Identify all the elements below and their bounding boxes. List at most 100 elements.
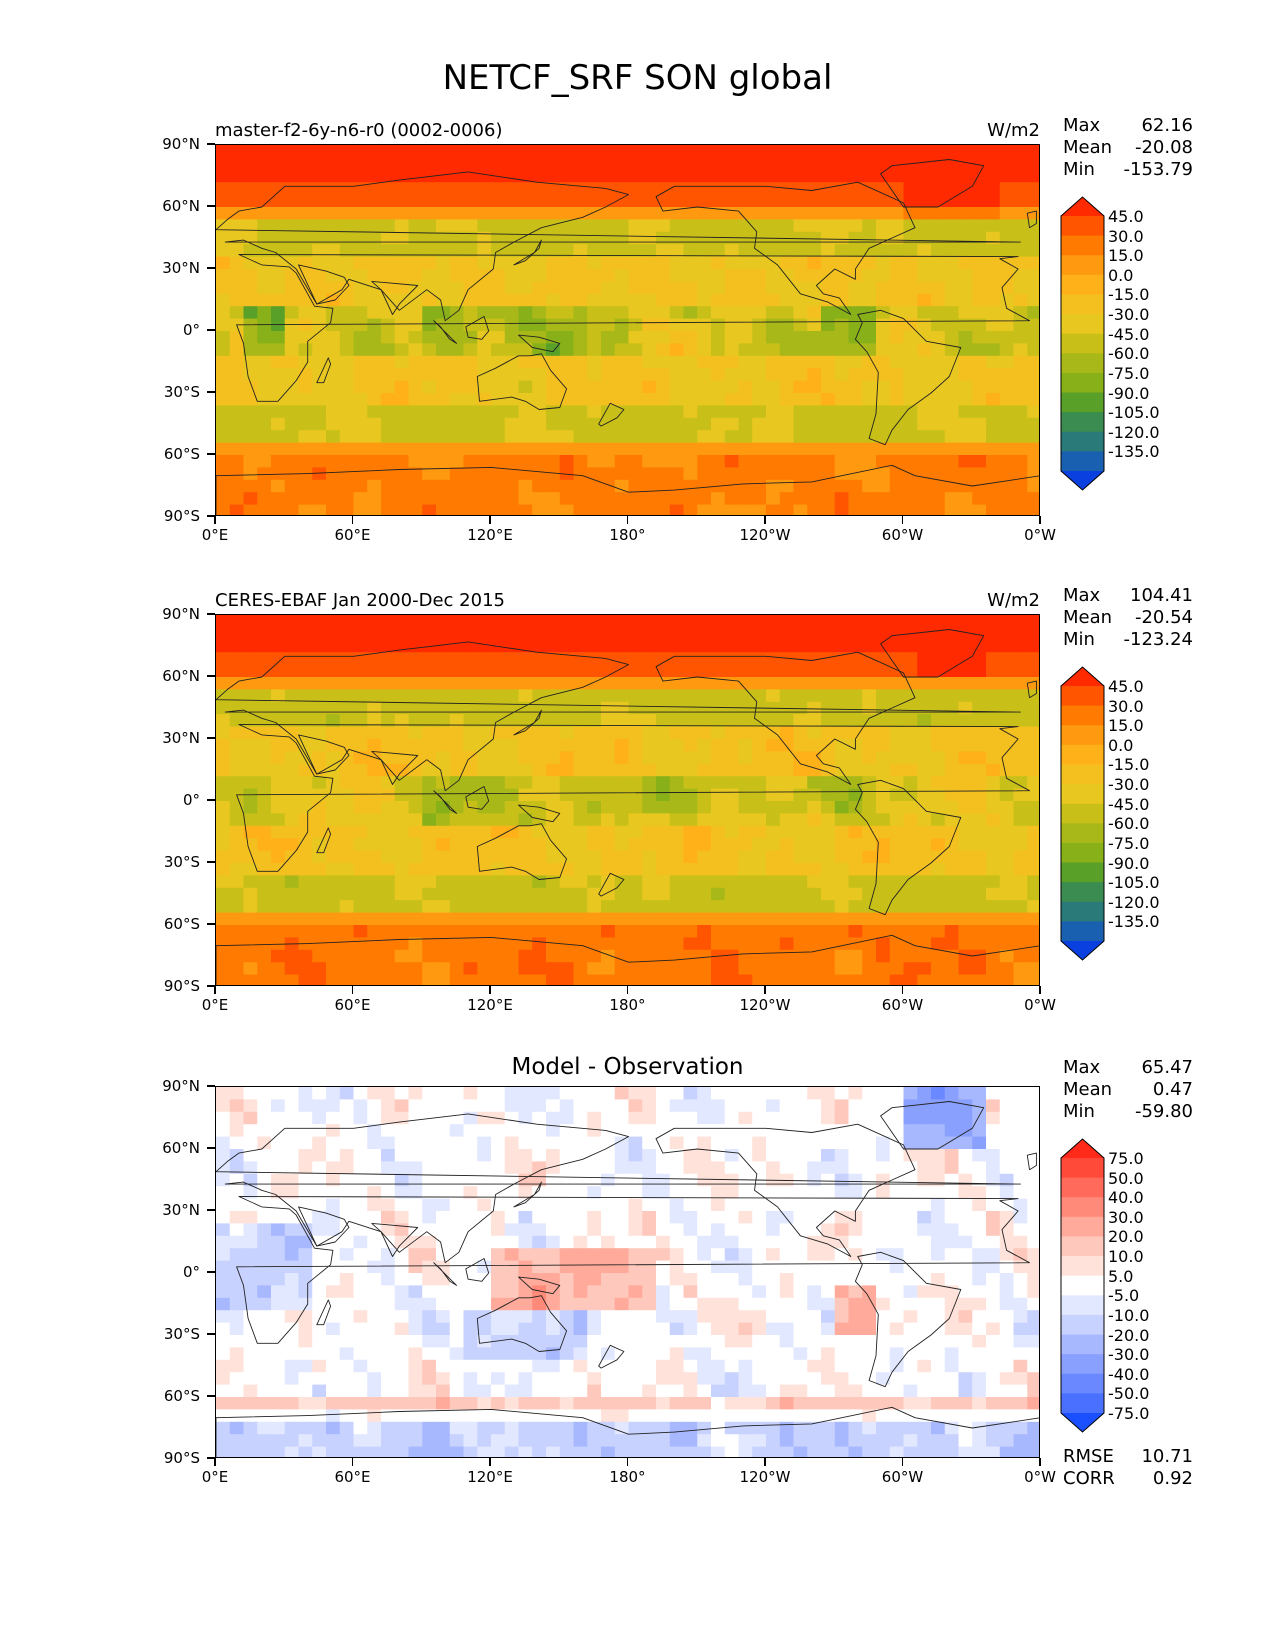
field-cell bbox=[821, 368, 836, 382]
field-cell bbox=[504, 615, 520, 628]
field-cell bbox=[738, 281, 753, 295]
field-cell bbox=[436, 850, 451, 864]
field-cell bbox=[284, 664, 300, 678]
field-cell bbox=[436, 900, 451, 914]
field-cell bbox=[724, 1248, 740, 1262]
field-cell bbox=[628, 355, 643, 369]
field-cell bbox=[367, 455, 382, 468]
field-cell bbox=[848, 627, 863, 641]
field-cell bbox=[876, 949, 891, 963]
field-cell bbox=[436, 492, 451, 506]
field-cell bbox=[628, 801, 643, 814]
field-cell bbox=[903, 442, 918, 456]
field-cell bbox=[944, 231, 960, 245]
lon-tick bbox=[1039, 516, 1041, 524]
field-cell bbox=[284, 887, 300, 901]
colorbar-swatch bbox=[1061, 764, 1104, 785]
field-cell bbox=[807, 318, 822, 332]
field-cell bbox=[683, 219, 698, 233]
field-cell bbox=[834, 1136, 850, 1150]
field-cell bbox=[656, 949, 671, 963]
field-cell bbox=[422, 751, 437, 765]
field-cell bbox=[862, 1173, 877, 1187]
field-cell bbox=[986, 627, 1001, 641]
field-cell bbox=[889, 664, 905, 678]
field-cell bbox=[862, 925, 877, 938]
field-cell bbox=[697, 269, 712, 282]
field-cell bbox=[504, 1235, 520, 1249]
field-cell bbox=[999, 639, 1015, 653]
field-cell bbox=[587, 219, 602, 233]
field-cell bbox=[958, 875, 973, 889]
colorbar-label: -135.0 bbox=[1108, 442, 1160, 462]
field-cell bbox=[436, 182, 451, 196]
field-cell bbox=[298, 813, 313, 827]
field-cell bbox=[394, 850, 410, 864]
field-cell bbox=[999, 1211, 1015, 1224]
field-cell bbox=[491, 430, 506, 444]
field-cell bbox=[477, 194, 492, 208]
field-cell bbox=[738, 343, 753, 357]
field-cell bbox=[876, 615, 891, 628]
field-cell bbox=[504, 405, 520, 419]
field-cell bbox=[848, 850, 863, 864]
field-cell bbox=[917, 256, 932, 270]
field-cell bbox=[931, 751, 946, 765]
colorbar bbox=[1060, 196, 1105, 491]
field-cell bbox=[656, 331, 671, 344]
field-cell bbox=[559, 1297, 575, 1311]
field-cell bbox=[601, 838, 616, 852]
field-cell bbox=[669, 1273, 685, 1286]
field-cell bbox=[573, 231, 588, 245]
field-cell bbox=[944, 269, 960, 282]
field-cell bbox=[683, 825, 698, 839]
field-cell bbox=[697, 455, 712, 468]
field-cell bbox=[958, 145, 973, 158]
field-cell bbox=[326, 813, 341, 827]
colorbar-swatch bbox=[1061, 235, 1104, 256]
field-cell bbox=[284, 627, 300, 641]
field-cell bbox=[546, 393, 561, 406]
field-cell bbox=[1027, 405, 1039, 419]
field-cell bbox=[889, 1260, 905, 1274]
field-cell bbox=[436, 281, 451, 295]
colorbar-swatch bbox=[1061, 451, 1104, 472]
field-cell bbox=[601, 1297, 616, 1311]
field-cell bbox=[587, 1260, 602, 1274]
field-cell bbox=[367, 1260, 382, 1274]
field-cell bbox=[779, 207, 795, 220]
field-cell bbox=[669, 801, 685, 814]
field-cell bbox=[931, 281, 946, 295]
field-cell bbox=[724, 1124, 740, 1138]
field-cell bbox=[821, 714, 836, 728]
field-cell bbox=[876, 169, 891, 183]
field-cell bbox=[958, 726, 973, 740]
coastline bbox=[465, 786, 490, 810]
field-cell bbox=[298, 1335, 313, 1348]
field-cell bbox=[601, 318, 616, 332]
field-cell bbox=[683, 145, 698, 158]
field-cell bbox=[504, 949, 520, 963]
field-cell bbox=[518, 343, 533, 357]
field-cell bbox=[656, 1248, 671, 1262]
field-cell bbox=[477, 380, 492, 394]
field-cell bbox=[917, 355, 932, 369]
field-cell bbox=[738, 962, 753, 976]
field-cell bbox=[353, 1149, 368, 1162]
field-cell bbox=[876, 1235, 891, 1249]
field-cell bbox=[326, 1273, 341, 1286]
field-cell bbox=[422, 417, 437, 431]
field-cell bbox=[477, 1310, 492, 1324]
field-cell bbox=[642, 974, 657, 985]
field-cell bbox=[821, 1198, 836, 1212]
field-cell bbox=[559, 380, 575, 394]
field-cell bbox=[917, 887, 932, 901]
field-cell bbox=[683, 1285, 698, 1299]
field-cell bbox=[876, 1161, 891, 1175]
field-cell bbox=[958, 776, 973, 790]
field-cell bbox=[711, 306, 726, 320]
field-cell bbox=[999, 627, 1015, 641]
field-cell bbox=[587, 194, 602, 208]
field-cell bbox=[807, 417, 822, 431]
field-cell bbox=[944, 925, 960, 938]
